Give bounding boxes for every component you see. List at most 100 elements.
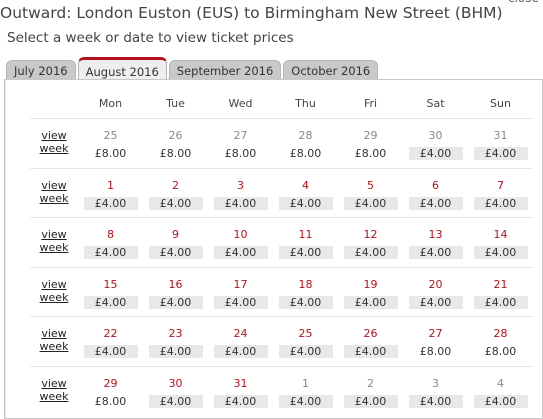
ticket-price[interactable]: £4.00 bbox=[473, 246, 528, 259]
ticket-price[interactable]: £4.00 bbox=[148, 345, 203, 358]
calendar-day-cell[interactable]: 21 £4.00 bbox=[468, 266, 533, 317]
ticket-price[interactable]: £4.00 bbox=[408, 295, 463, 309]
tab-october-2016[interactable]: October 2016 bbox=[283, 60, 379, 80]
calendar-day-cell[interactable]: 25 £8.00 bbox=[78, 118, 143, 168]
calendar-day-cell[interactable]: 4 £4.00 bbox=[273, 167, 338, 218]
tab-september-2016[interactable]: September 2016 bbox=[168, 60, 282, 80]
view-week-link[interactable]: view week bbox=[30, 327, 78, 353]
ticket-price[interactable]: £4.00 bbox=[473, 196, 528, 210]
ticket-price[interactable]: £8.00 bbox=[354, 147, 387, 160]
tab-august-2016[interactable]: August 2016 bbox=[77, 57, 167, 80]
calendar-day-cell[interactable]: 27 £8.00 bbox=[208, 118, 273, 168]
ticket-price[interactable]: £8.00 bbox=[484, 345, 517, 358]
ticket-price[interactable]: £4.00 bbox=[473, 394, 528, 408]
calendar-day-cell[interactable]: 20 £4.00 bbox=[403, 266, 468, 317]
ticket-price[interactable]: £4.00 bbox=[213, 246, 268, 259]
view-week-link[interactable]: view week bbox=[30, 129, 78, 155]
ticket-price[interactable]: £4.00 bbox=[148, 394, 203, 408]
ticket-price[interactable]: £4.00 bbox=[408, 394, 463, 408]
ticket-price[interactable]: £4.00 bbox=[148, 295, 203, 309]
calendar-day-cell[interactable]: 19 £4.00 bbox=[338, 266, 403, 317]
calendar-day-cell[interactable]: 9 £4.00 bbox=[143, 217, 208, 267]
ticket-price[interactable]: £8.00 bbox=[94, 394, 127, 408]
view-week-link[interactable]: view week bbox=[30, 179, 78, 205]
calendar-day-cell[interactable]: 3 £4.00 bbox=[208, 167, 273, 218]
day-number: 25 bbox=[298, 327, 313, 340]
ticket-price[interactable]: £4.00 bbox=[148, 246, 203, 259]
calendar-day-cell[interactable]: 1 £4.00 bbox=[78, 167, 143, 218]
ticket-price[interactable]: £4.00 bbox=[213, 196, 268, 210]
calendar-day-cell[interactable]: 22 £4.00 bbox=[78, 316, 143, 366]
ticket-price[interactable]: £4.00 bbox=[83, 196, 138, 210]
calendar-day-cell[interactable]: 12 £4.00 bbox=[338, 217, 403, 267]
ticket-price[interactable]: £4.00 bbox=[278, 394, 333, 408]
calendar-day-cell[interactable]: 11 £4.00 bbox=[273, 217, 338, 267]
ticket-price[interactable]: £4.00 bbox=[343, 345, 398, 358]
ticket-price[interactable]: £4.00 bbox=[343, 295, 398, 309]
ticket-price[interactable]: £4.00 bbox=[213, 345, 268, 358]
ticket-price[interactable]: £4.00 bbox=[408, 246, 463, 259]
calendar-day-cell[interactable]: 30 £4.00 bbox=[143, 365, 208, 415]
ticket-price[interactable]: £4.00 bbox=[408, 196, 463, 210]
calendar-day-cell[interactable]: 26 £4.00 bbox=[338, 316, 403, 366]
calendar-day-cell[interactable]: 14 £4.00 bbox=[468, 217, 533, 267]
ticket-price[interactable]: £4.00 bbox=[278, 345, 333, 358]
calendar-day-cell[interactable]: 26 £8.00 bbox=[143, 118, 208, 168]
calendar-day-cell[interactable]: 1 £4.00 bbox=[273, 365, 338, 415]
view-week-link[interactable]: view week bbox=[30, 278, 78, 304]
close-link[interactable]: close bbox=[508, 0, 539, 5]
day-number: 29 bbox=[103, 376, 118, 390]
calendar-day-cell[interactable]: 17 £4.00 bbox=[208, 266, 273, 317]
calendar-day-cell[interactable]: 31 £4.00 bbox=[208, 365, 273, 415]
ticket-price[interactable]: £4.00 bbox=[278, 246, 333, 259]
ticket-price[interactable]: £4.00 bbox=[343, 394, 398, 408]
ticket-price[interactable]: £4.00 bbox=[213, 295, 268, 309]
calendar-day-cell[interactable]: 4 £4.00 bbox=[468, 365, 533, 415]
ticket-price[interactable]: £8.00 bbox=[224, 147, 257, 160]
view-week-link[interactable]: view week bbox=[30, 377, 78, 403]
ticket-price[interactable]: £4.00 bbox=[213, 394, 268, 408]
calendar-day-cell[interactable]: 24 £4.00 bbox=[208, 316, 273, 366]
tab-july-2016[interactable]: July 2016 bbox=[6, 60, 76, 80]
calendar-day-cell[interactable]: 30 £4.00 bbox=[403, 118, 468, 168]
ticket-price[interactable]: £4.00 bbox=[473, 295, 528, 309]
calendar-day-cell[interactable]: 3 £4.00 bbox=[403, 365, 468, 415]
ticket-price[interactable]: £4.00 bbox=[148, 196, 203, 210]
view-week-label-line1: view bbox=[41, 327, 67, 340]
calendar-day-cell[interactable]: 6 £4.00 bbox=[403, 167, 468, 218]
view-week-link[interactable]: view week bbox=[30, 228, 78, 254]
calendar-day-cell[interactable]: 31 £4.00 bbox=[468, 118, 533, 168]
ticket-price[interactable]: £4.00 bbox=[83, 345, 138, 358]
calendar-day-cell[interactable]: 2 £4.00 bbox=[338, 365, 403, 415]
calendar-day-cell[interactable]: 18 £4.00 bbox=[273, 266, 338, 317]
calendar-day-cell[interactable]: 28 £8.00 bbox=[273, 118, 338, 168]
calendar-day-cell[interactable]: 23 £4.00 bbox=[143, 316, 208, 366]
calendar-day-cell[interactable]: 13 £4.00 bbox=[403, 217, 468, 267]
calendar-day-cell[interactable]: 16 £4.00 bbox=[143, 266, 208, 317]
calendar-day-cell[interactable]: 10 £4.00 bbox=[208, 217, 273, 267]
ticket-price[interactable]: £4.00 bbox=[278, 196, 333, 210]
calendar-day-cell[interactable]: 28 £8.00 bbox=[468, 316, 533, 366]
ticket-price[interactable]: £8.00 bbox=[159, 147, 192, 160]
ticket-price[interactable]: £4.00 bbox=[83, 246, 138, 259]
calendar-day-cell[interactable]: 8 £4.00 bbox=[78, 217, 143, 267]
calendar-day-cell[interactable]: 29 £8.00 bbox=[78, 365, 143, 415]
ticket-price[interactable]: £4.00 bbox=[278, 295, 333, 309]
ticket-price[interactable]: £4.00 bbox=[343, 246, 398, 259]
calendar-day-cell[interactable]: 29 £8.00 bbox=[338, 118, 403, 168]
ticket-price[interactable]: £8.00 bbox=[94, 147, 127, 160]
calendar-day-cell[interactable]: 25 £4.00 bbox=[273, 316, 338, 366]
calendar-day-cell[interactable]: 27 £8.00 bbox=[403, 316, 468, 366]
view-week-cell: view week bbox=[30, 118, 78, 168]
calendar-day-cell[interactable]: 7 £4.00 bbox=[468, 167, 533, 218]
ticket-price[interactable]: £4.00 bbox=[83, 295, 138, 309]
calendar-day-cell[interactable]: 2 £4.00 bbox=[143, 167, 208, 218]
view-week-label-line2: week bbox=[39, 290, 69, 304]
ticket-price[interactable]: £4.00 bbox=[343, 196, 398, 210]
calendar-day-cell[interactable]: 5 £4.00 bbox=[338, 167, 403, 218]
ticket-price[interactable]: £8.00 bbox=[419, 345, 452, 358]
ticket-price[interactable]: £4.00 bbox=[408, 147, 463, 160]
calendar-day-cell[interactable]: 15 £4.00 bbox=[78, 266, 143, 317]
ticket-price[interactable]: £8.00 bbox=[289, 147, 322, 160]
ticket-price[interactable]: £4.00 bbox=[473, 147, 528, 160]
